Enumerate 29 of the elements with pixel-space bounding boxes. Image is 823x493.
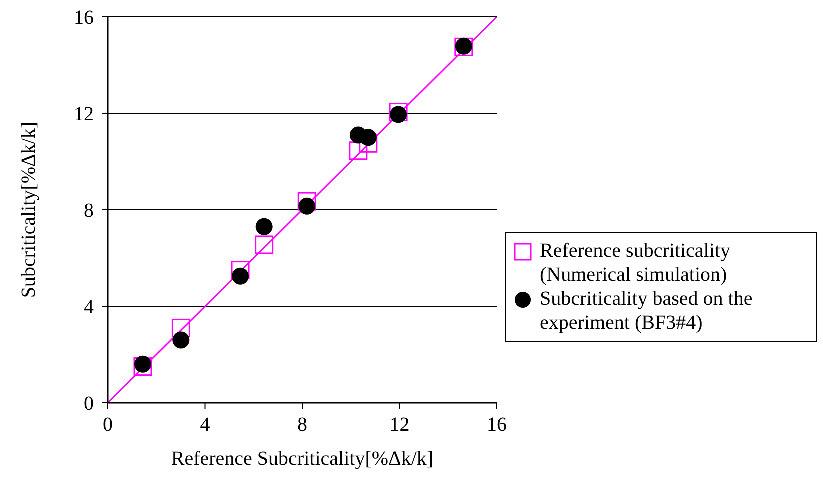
point xyxy=(134,358,152,376)
legend-label: Reference subcriticality (Numerical simulation) xyxy=(540,239,732,287)
point xyxy=(389,103,408,122)
point xyxy=(360,129,377,146)
y-axis-title: Subcriticality[%Δk/k] xyxy=(18,122,40,298)
point xyxy=(255,236,274,254)
x-tick-label: 12 xyxy=(390,414,410,436)
point xyxy=(298,192,316,211)
y-tick-label: 4 xyxy=(84,296,94,319)
point xyxy=(390,106,408,124)
legend-label: Subcriticality based on the experiment (BF3#4) xyxy=(540,287,754,335)
point xyxy=(298,198,316,215)
y-tick-label: 12 xyxy=(74,104,94,126)
y-tick-label: 0 xyxy=(84,393,94,416)
point xyxy=(172,318,190,338)
point xyxy=(172,332,190,349)
y-tick-label: 16 xyxy=(74,7,94,30)
x-tick-label: 0 xyxy=(103,414,113,436)
x-tick-label: 4 xyxy=(200,414,210,436)
point xyxy=(232,268,250,285)
point xyxy=(231,261,250,280)
x-tick-label: 16 xyxy=(487,414,507,436)
y-tick-label: 8 xyxy=(84,200,94,222)
x-axis-title: Reference Subcriticality[%Δk/k] xyxy=(171,448,434,470)
point xyxy=(349,142,368,160)
point xyxy=(134,356,152,373)
x-tick-label: 8 xyxy=(298,414,308,436)
point xyxy=(359,134,378,153)
point xyxy=(256,218,273,236)
